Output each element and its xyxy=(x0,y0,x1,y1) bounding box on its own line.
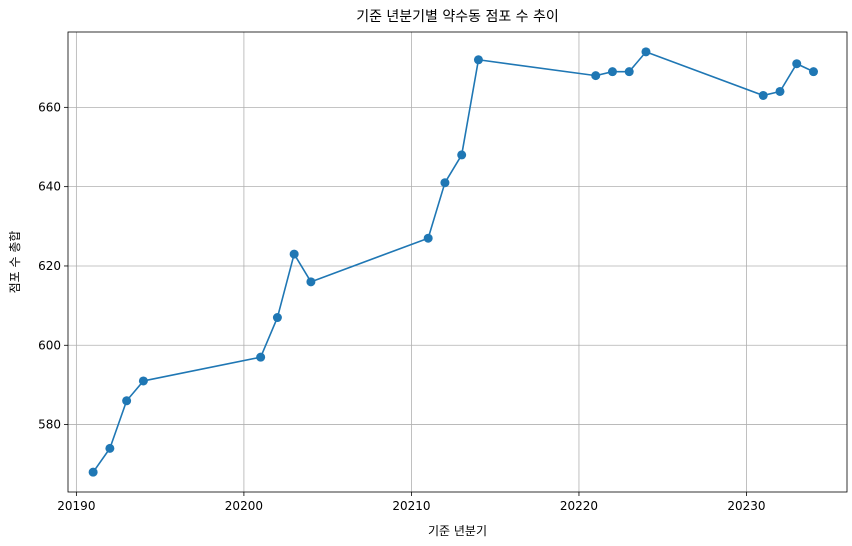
data-point xyxy=(758,90,768,100)
data-point xyxy=(306,277,316,287)
series-line xyxy=(92,51,814,473)
data-point xyxy=(607,67,617,77)
series-line-layer xyxy=(92,51,814,473)
x-axis-ticks: 20190 20200 20210 20220 20230 xyxy=(57,492,766,513)
data-point xyxy=(591,71,601,81)
x-axis-label: 기준 년분기 xyxy=(428,524,487,538)
data-point xyxy=(641,47,651,57)
x-tick-label: 20230 xyxy=(727,499,765,513)
plot-frame xyxy=(67,31,848,493)
data-point xyxy=(775,86,785,96)
y-tick-label: 600 xyxy=(38,338,61,352)
x-tick-label: 20220 xyxy=(560,499,598,513)
data-point xyxy=(105,443,115,453)
x-tick-label: 20210 xyxy=(392,499,430,513)
grid-lines xyxy=(68,32,847,492)
data-point xyxy=(122,396,132,406)
data-point xyxy=(272,313,282,323)
data-point xyxy=(423,233,433,243)
x-tick-label: 20200 xyxy=(225,499,263,513)
data-point xyxy=(88,467,98,477)
y-tick-label: 580 xyxy=(38,418,61,432)
data-point xyxy=(473,55,483,65)
y-tick-label: 640 xyxy=(38,180,61,194)
y-axis-label: 점포 수 총합 xyxy=(8,231,22,294)
plot-area xyxy=(68,32,847,492)
y-tick-label: 660 xyxy=(38,100,61,114)
chart-title: 기준 년분기별 약수동 점포 수 추이 xyxy=(356,9,559,25)
y-axis-ticks: 580 600 620 640 660 xyxy=(38,100,68,432)
y-tick-label: 620 xyxy=(38,259,61,273)
data-point xyxy=(457,150,467,160)
x-tick-label: 20190 xyxy=(57,499,95,513)
data-point xyxy=(256,352,266,362)
data-point xyxy=(624,67,634,77)
data-point xyxy=(808,67,818,77)
data-point xyxy=(289,249,299,259)
data-point xyxy=(138,376,148,386)
data-point xyxy=(792,59,802,69)
data-points xyxy=(88,47,818,477)
data-point xyxy=(440,178,450,188)
